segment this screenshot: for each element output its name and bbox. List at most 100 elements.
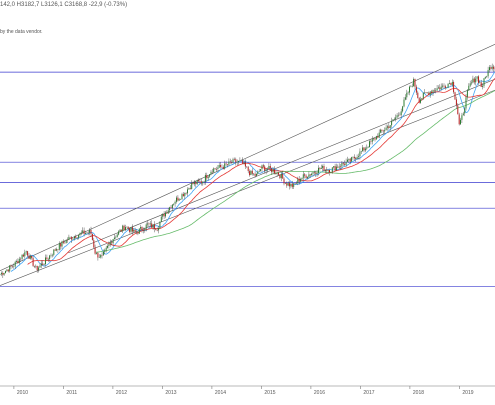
candle-body [275, 173, 276, 174]
candle [233, 158, 234, 164]
candle-body [260, 169, 261, 171]
candle-body [235, 159, 236, 162]
candle-body [303, 174, 304, 178]
candle [442, 83, 443, 88]
candle-body [151, 223, 152, 227]
horizontal-levels [0, 72, 495, 287]
candle [115, 236, 116, 240]
candle-body [484, 78, 485, 86]
candle [175, 200, 176, 206]
candle [88, 231, 89, 235]
candle-body [397, 115, 398, 117]
candle-body [137, 232, 138, 233]
candle [453, 80, 454, 94]
candle-body [107, 246, 108, 248]
candle [182, 193, 183, 200]
candle-body [23, 255, 24, 257]
candle-body [128, 227, 129, 229]
candle-body [271, 168, 272, 172]
candle [383, 130, 384, 134]
candle [306, 174, 307, 179]
candle-body [373, 138, 374, 139]
candle-body [175, 202, 176, 204]
candle-body [165, 213, 166, 217]
candle [290, 183, 291, 188]
candle [48, 258, 49, 262]
candle [106, 246, 107, 253]
candle-body [176, 198, 177, 202]
candle-body [336, 167, 337, 171]
candle [336, 164, 337, 171]
candle-body [209, 174, 210, 176]
candle [131, 227, 132, 234]
candle-body [6, 270, 7, 271]
candle-body [158, 228, 159, 230]
candle [472, 76, 473, 84]
candle-body [435, 90, 436, 91]
candle-body [84, 231, 85, 235]
candle [335, 164, 336, 171]
candle-body [423, 93, 424, 98]
candle-body [86, 233, 87, 234]
candle [122, 225, 123, 233]
candle-body [63, 241, 64, 242]
candle-body [279, 175, 280, 179]
candle-body [319, 168, 320, 169]
candle-body [466, 97, 467, 108]
candle-body [383, 131, 384, 132]
candle-body [231, 162, 232, 163]
candle [177, 195, 178, 202]
candle [9, 265, 10, 273]
candle-body [492, 67, 493, 69]
candle-body [38, 268, 39, 271]
candle-body [93, 240, 94, 247]
candle-body [56, 249, 57, 250]
candle [351, 157, 352, 162]
candle-body [82, 231, 83, 233]
candle [220, 162, 221, 169]
candle-body [310, 175, 311, 176]
candle-body [73, 239, 74, 240]
candle-body [30, 256, 31, 259]
candle-body [321, 168, 322, 169]
candle [89, 228, 90, 235]
x-tick-label: 2019 [462, 390, 473, 396]
candle [99, 254, 100, 258]
candle-body [463, 114, 464, 116]
candle-body [390, 125, 391, 128]
x-tick-label: 2011 [66, 390, 77, 396]
candle [322, 165, 323, 172]
candle-body [27, 251, 28, 255]
candle-body [37, 266, 38, 270]
candle [333, 166, 334, 169]
candle-body [449, 83, 450, 84]
candle [166, 210, 167, 214]
candle [456, 97, 457, 109]
candle [114, 234, 115, 239]
candle [241, 160, 242, 161]
candle [151, 220, 152, 228]
candle [380, 129, 381, 134]
candle [206, 173, 207, 182]
candle-body [482, 86, 483, 87]
candle-body [263, 165, 264, 166]
candle-body [453, 82, 454, 92]
candle-body [124, 226, 125, 231]
candle-body [92, 234, 93, 240]
candle [102, 252, 103, 258]
candle [426, 92, 427, 93]
candle-body [368, 147, 369, 148]
candle [171, 205, 172, 208]
candle-body [372, 139, 373, 142]
candle-body [420, 100, 421, 103]
candle-body [161, 217, 162, 222]
candle-body [45, 258, 46, 265]
candle-body [341, 163, 342, 167]
candle [5, 271, 6, 274]
candle-body [169, 207, 170, 210]
candle [135, 228, 136, 233]
candle-body [281, 174, 282, 178]
candle-body [194, 182, 195, 184]
candle-body [290, 184, 291, 187]
